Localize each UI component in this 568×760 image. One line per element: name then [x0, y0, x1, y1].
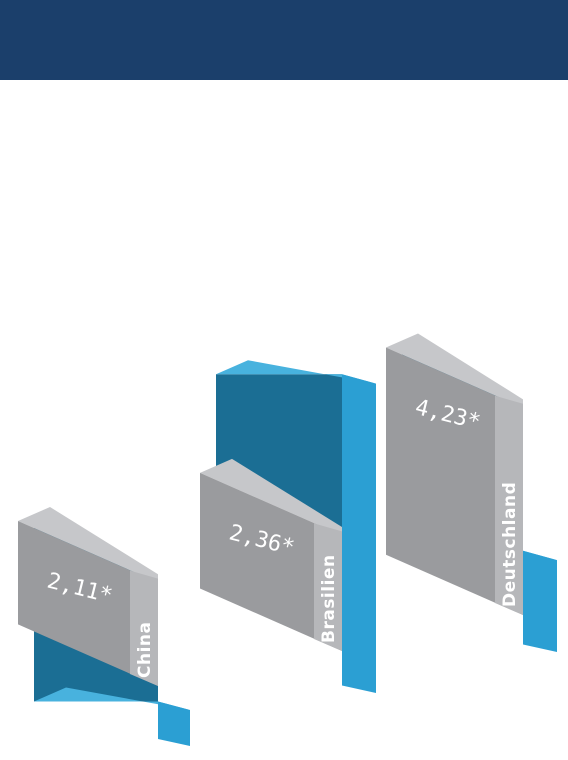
bar-china-grey-side — [130, 570, 158, 686]
bar-deutschland-grey-front — [386, 347, 523, 615]
bar-china-grey-top — [18, 507, 158, 583]
bar-china-blue-top — [34, 687, 190, 711]
bar-brasilien-blue-front — [216, 374, 342, 536]
bar-china-blue-side — [158, 701, 190, 746]
bar-brasilien-blue-top — [216, 360, 376, 384]
bar-group-china: 2,11*China — [18, 507, 190, 746]
bar-brasilien-blue-side — [342, 374, 376, 693]
bar-china-grey-front — [18, 521, 158, 686]
bar-deutschland-grey-side — [495, 395, 523, 615]
bar-group-brasilien: 2,36*Brasilien — [200, 360, 376, 693]
bar-brasilien-grey-side — [314, 523, 342, 651]
bar-brasilien-grey-front — [200, 472, 342, 651]
category-label-china: China — [135, 622, 155, 678]
category-label-brasilien: Brasilien — [319, 554, 339, 643]
bar-deutschland-blue-side — [523, 550, 557, 652]
bar-deutschland-grey-top — [386, 333, 523, 408]
header-band — [0, 0, 568, 80]
category-label-deutschland: Deutschland — [500, 482, 520, 607]
bar-brasilien-grey-top — [200, 458, 342, 536]
bar-group-deutschland: 4,23*Deutschland — [386, 333, 557, 652]
